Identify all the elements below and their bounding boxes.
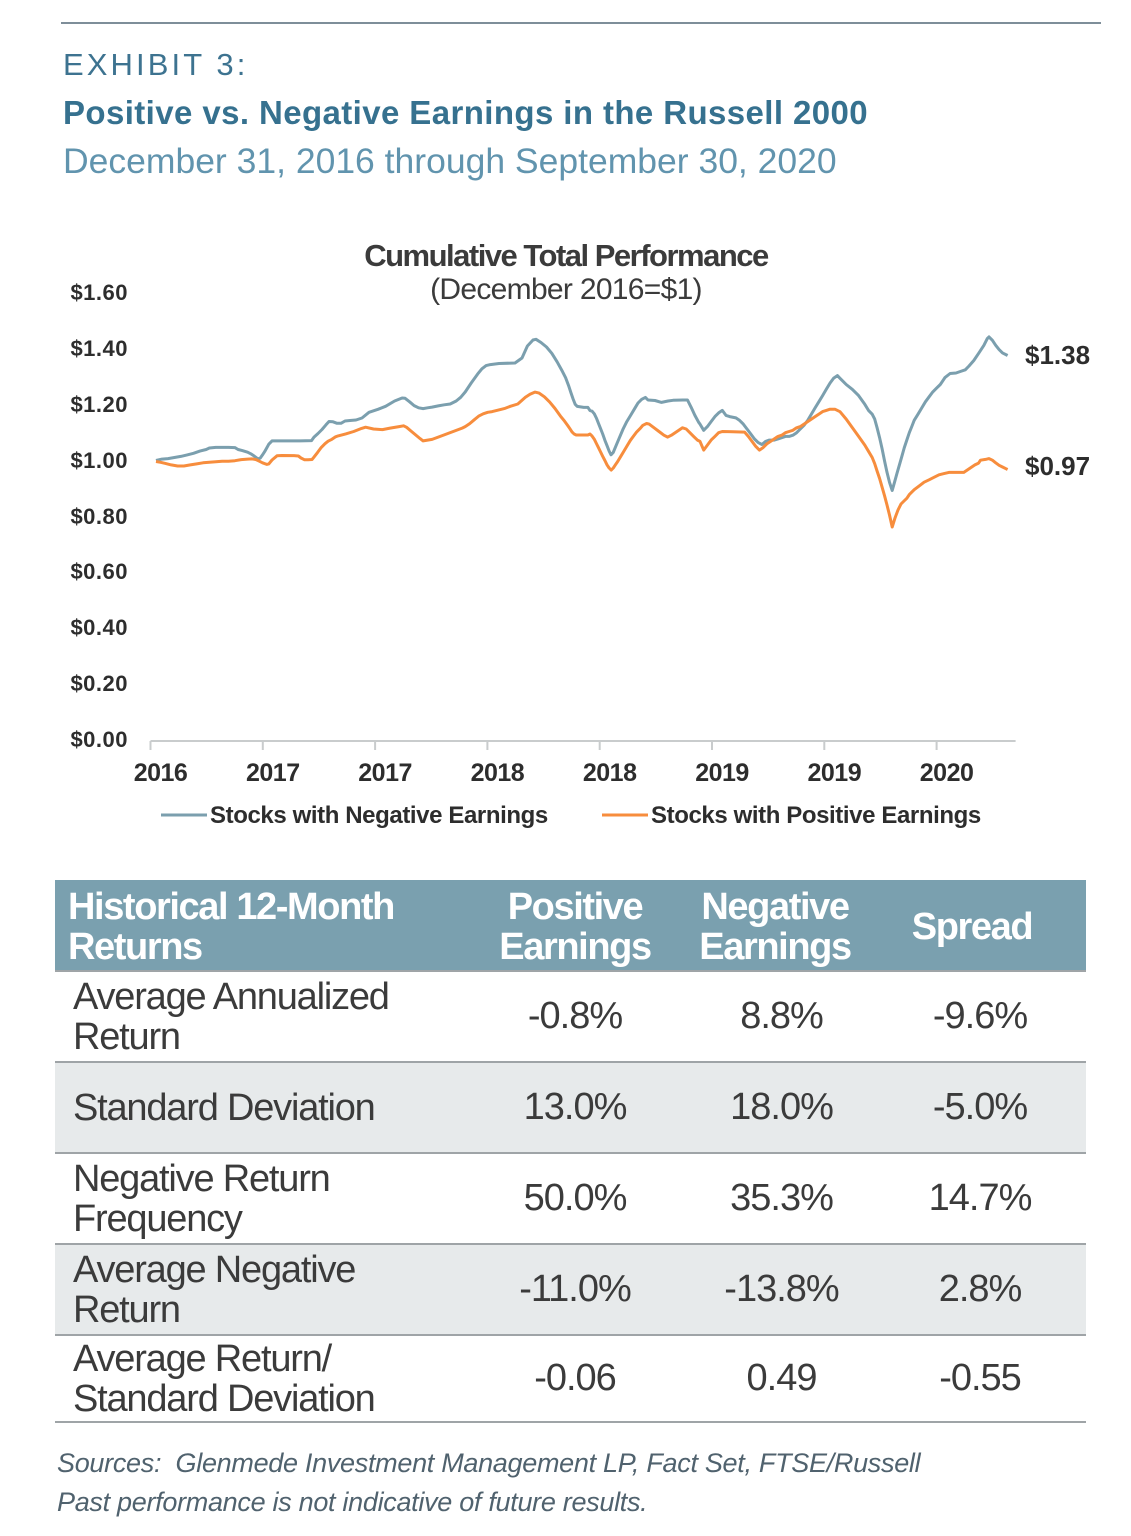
svg-text:2016: 2016: [134, 759, 188, 787]
svg-text:2019: 2019: [695, 759, 749, 787]
svg-text:$1.00: $1.00: [70, 448, 128, 473]
svg-text:Stocks with Positive Earnings: Stocks with Positive Earnings: [651, 802, 981, 829]
svg-text:2017: 2017: [246, 759, 300, 787]
svg-text:$0.60: $0.60: [70, 559, 128, 584]
svg-text:$0.00: $0.00: [70, 727, 128, 752]
svg-text:$0.40: $0.40: [70, 615, 128, 640]
svg-text:Stocks with Negative Earnings: Stocks with Negative Earnings: [210, 802, 548, 829]
svg-text:$1.20: $1.20: [70, 392, 128, 417]
svg-text:$0.97: $0.97: [1025, 451, 1090, 481]
svg-text:$1.60: $1.60: [70, 280, 128, 305]
svg-text:$0.20: $0.20: [70, 671, 128, 696]
svg-text:$0.80: $0.80: [70, 504, 128, 529]
svg-text:2020: 2020: [920, 759, 974, 787]
svg-text:Cumulative Total Performance: Cumulative Total Performance: [364, 238, 769, 273]
svg-text:2018: 2018: [471, 759, 525, 787]
svg-text:2017: 2017: [358, 759, 412, 787]
svg-text:$1.40: $1.40: [70, 336, 128, 361]
svg-text:$1.38: $1.38: [1025, 340, 1090, 370]
svg-text:2019: 2019: [807, 759, 861, 787]
svg-text:2018: 2018: [583, 759, 637, 787]
svg-text:(December 2016=$1): (December 2016=$1): [430, 273, 702, 306]
